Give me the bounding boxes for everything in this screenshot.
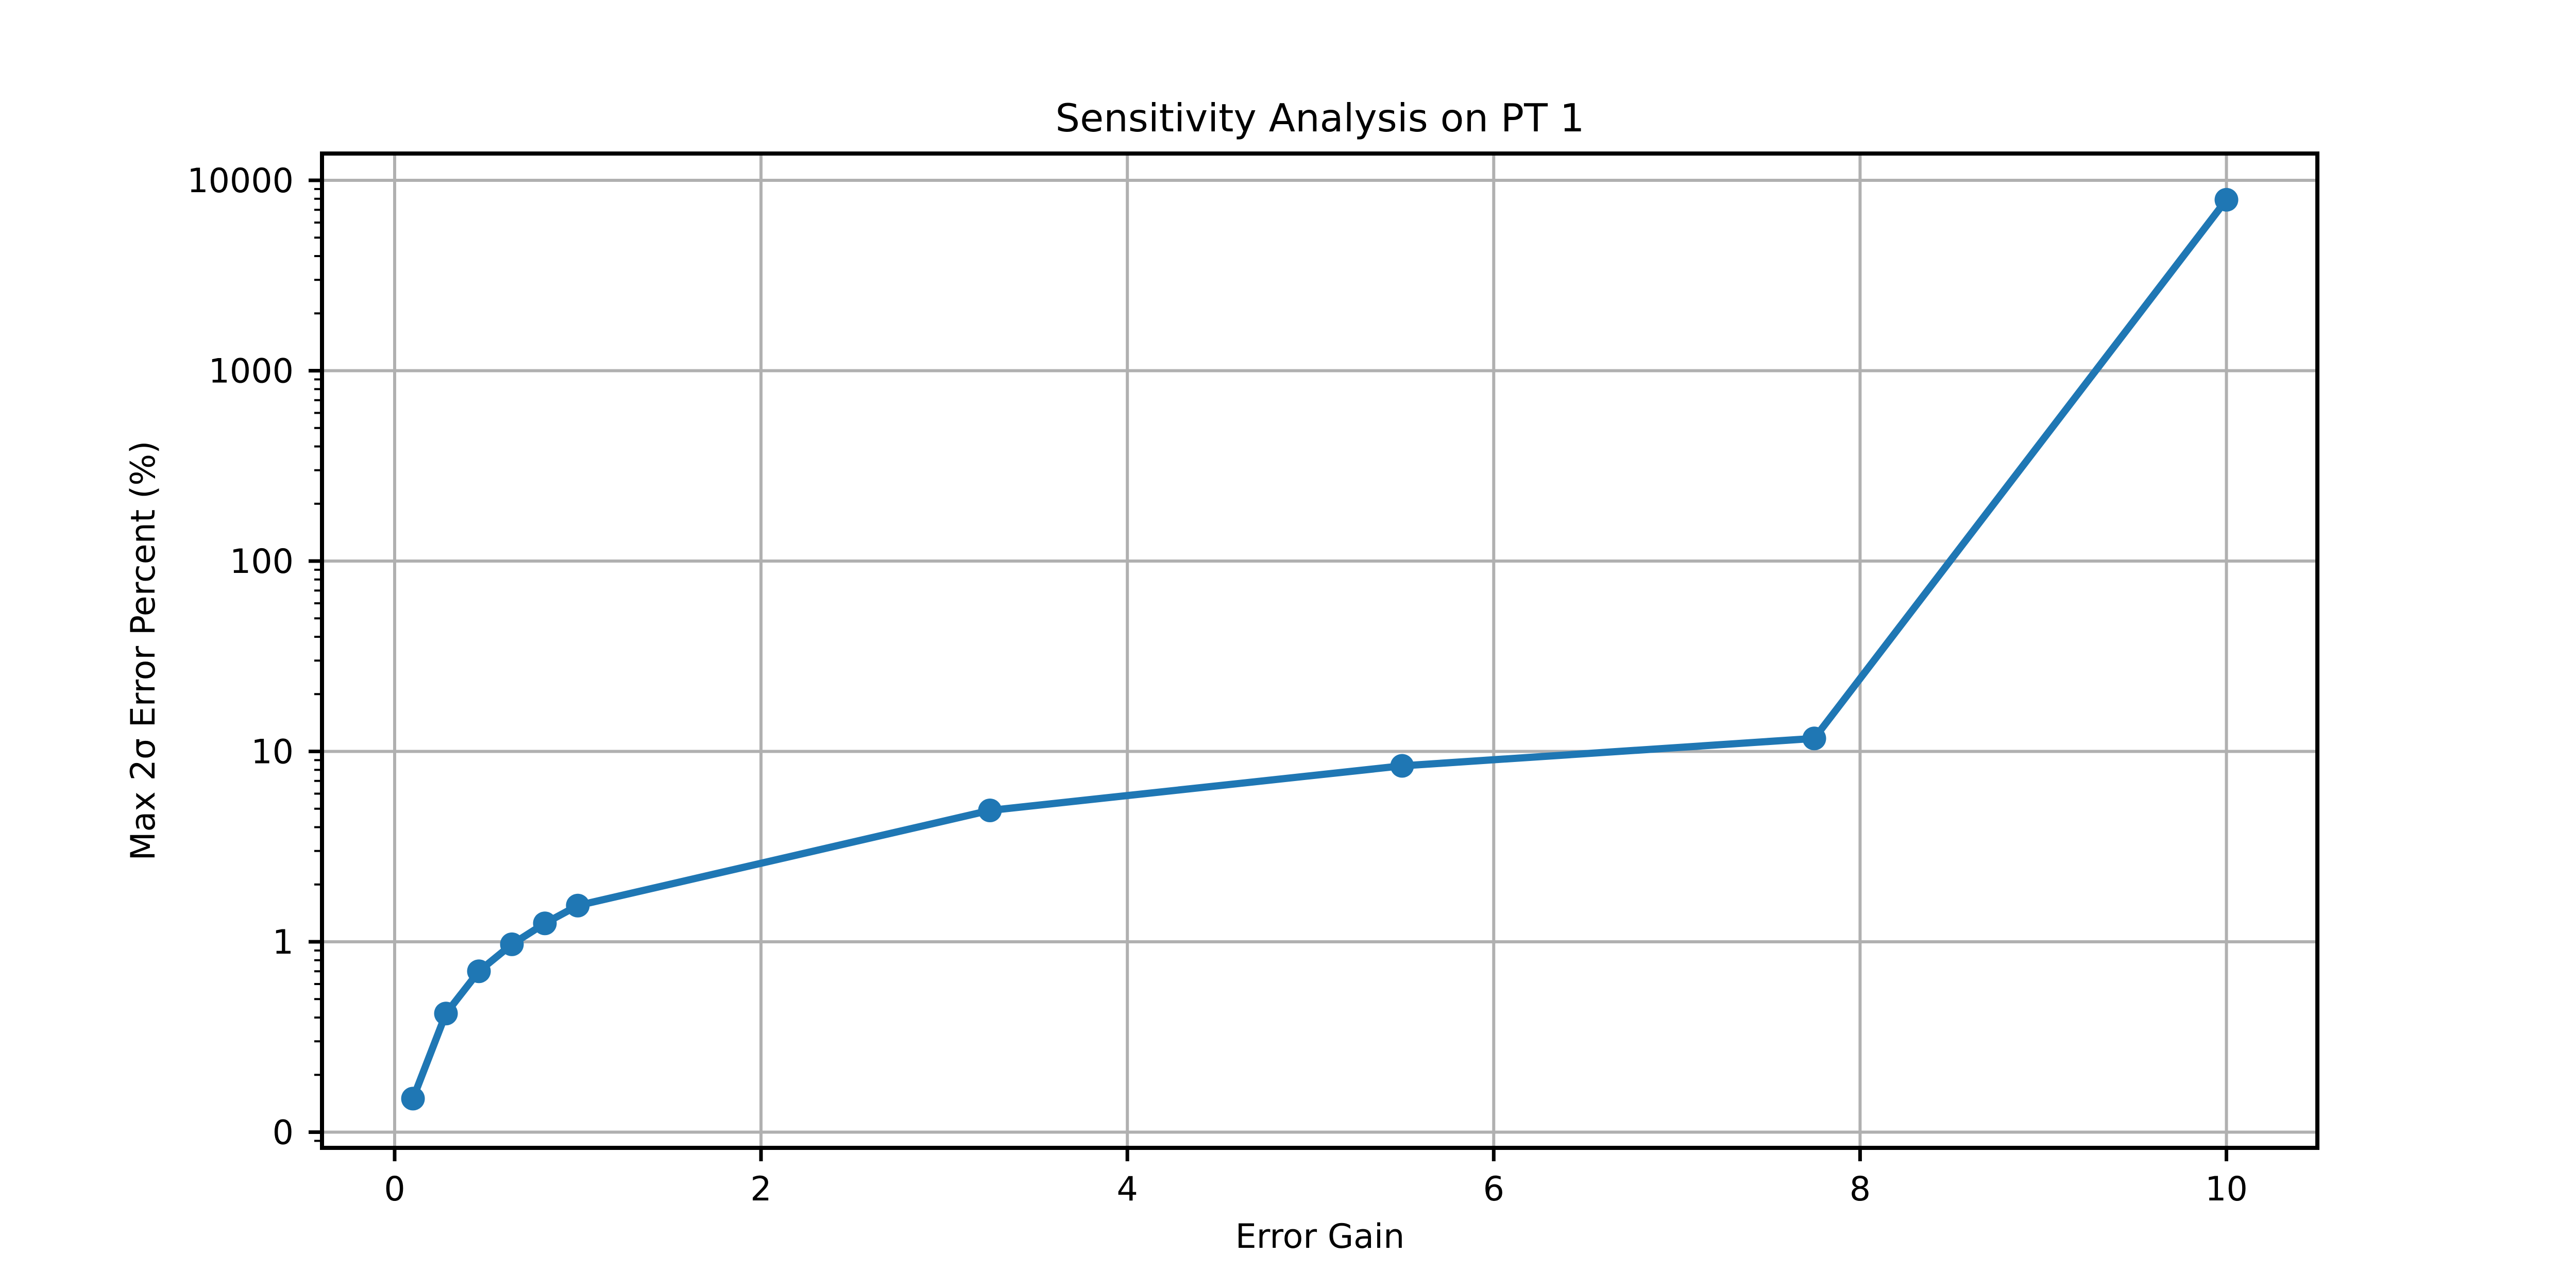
chart-title: Sensitivity Analysis on PT 1: [1055, 95, 1584, 141]
data-point: [978, 799, 1002, 822]
data-point: [566, 893, 590, 918]
x-tick-label: 10: [2205, 1170, 2248, 1209]
data-point: [500, 932, 524, 956]
y-axis-label: Max 2σ Error Percent (%): [124, 440, 163, 860]
y-tick-label: 1: [273, 923, 294, 962]
x-axis-label: Error Gain: [1235, 1217, 1405, 1256]
x-tick-label: 4: [1117, 1170, 1138, 1209]
x-tick-label: 0: [384, 1170, 405, 1209]
axes-spines: [320, 151, 2319, 1150]
plot-border: [320, 151, 2319, 1150]
y-tick-label: 10000: [187, 162, 294, 200]
y-tick-label: 100: [230, 543, 294, 581]
y-tick-label: 10: [251, 733, 294, 772]
x-tick-label: 2: [750, 1170, 771, 1209]
data-point: [467, 959, 491, 984]
data-point: [1802, 726, 1826, 751]
data-point: [1390, 754, 1414, 778]
axis-ticks: [309, 178, 2228, 1161]
data-series: [401, 188, 2239, 1111]
gridlines: [322, 154, 2317, 1148]
y-tick-label: 1000: [209, 352, 294, 391]
x-tick-label: 6: [1483, 1170, 1504, 1209]
data-point: [2214, 188, 2239, 212]
x-tick-label: 8: [1850, 1170, 1871, 1209]
data-point: [401, 1087, 425, 1111]
y-tick-label: 0: [273, 1114, 294, 1153]
data-line: [409, 196, 2230, 1103]
data-point: [533, 911, 557, 936]
data-point: [434, 1002, 458, 1026]
